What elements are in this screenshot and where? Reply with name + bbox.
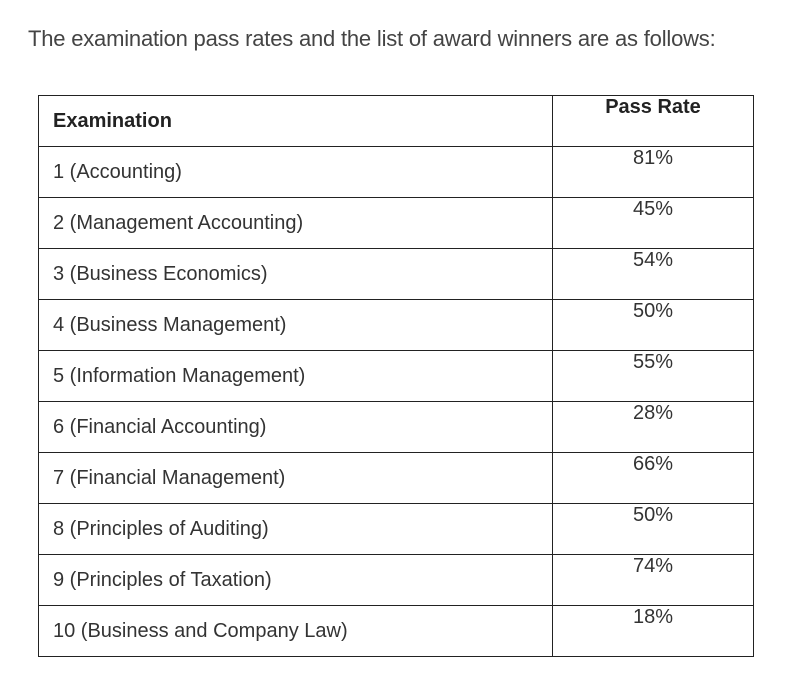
pass-rate-cell: 45% [552, 197, 754, 249]
pass-rate-cell: 54% [552, 248, 754, 300]
pass-rate-table: Examination Pass Rate 1 (Accounting) 81%… [38, 95, 754, 657]
table-row: 5 (Information Management) 55% [38, 350, 754, 402]
pass-rate-cell: 81% [552, 146, 754, 198]
examination-cell: 5 (Information Management) [38, 350, 553, 402]
examination-cell: 9 (Principles of Taxation) [38, 554, 553, 606]
pass-rate-cell: 28% [552, 401, 754, 453]
pass-rate-cell: 55% [552, 350, 754, 402]
pass-rate-cell: 18% [552, 605, 754, 657]
examination-cell: 4 (Business Management) [38, 299, 553, 351]
table-header-row: Examination Pass Rate [38, 95, 754, 147]
examination-cell: 3 (Business Economics) [38, 248, 553, 300]
examination-cell: 10 (Business and Company Law) [38, 605, 553, 657]
intro-text: The examination pass rates and the list … [28, 26, 716, 51]
pass-rate-cell: 50% [552, 299, 754, 351]
table-row: 8 (Principles of Auditing) 50% [38, 503, 754, 555]
table-row: 9 (Principles of Taxation) 74% [38, 554, 754, 606]
table-row: 4 (Business Management) 50% [38, 299, 754, 351]
examination-cell: 1 (Accounting) [38, 146, 553, 198]
table-row: 1 (Accounting) 81% [38, 146, 754, 198]
examination-cell: 7 (Financial Management) [38, 452, 553, 504]
examination-cell: 6 (Financial Accounting) [38, 401, 553, 453]
examination-cell: 8 (Principles of Auditing) [38, 503, 553, 555]
table-row: 2 (Management Accounting) 45% [38, 197, 754, 249]
table-row: 6 (Financial Accounting) 28% [38, 401, 754, 453]
pass-rate-cell: 50% [552, 503, 754, 555]
table-row: 3 (Business Economics) 54% [38, 248, 754, 300]
header-examination: Examination [38, 95, 553, 147]
table-row: 7 (Financial Management) 66% [38, 452, 754, 504]
pass-rate-cell: 66% [552, 452, 754, 504]
header-pass-rate: Pass Rate [552, 95, 754, 147]
table-row: 10 (Business and Company Law) 18% [38, 605, 754, 657]
examination-cell: 2 (Management Accounting) [38, 197, 553, 249]
pass-rate-cell: 74% [552, 554, 754, 606]
